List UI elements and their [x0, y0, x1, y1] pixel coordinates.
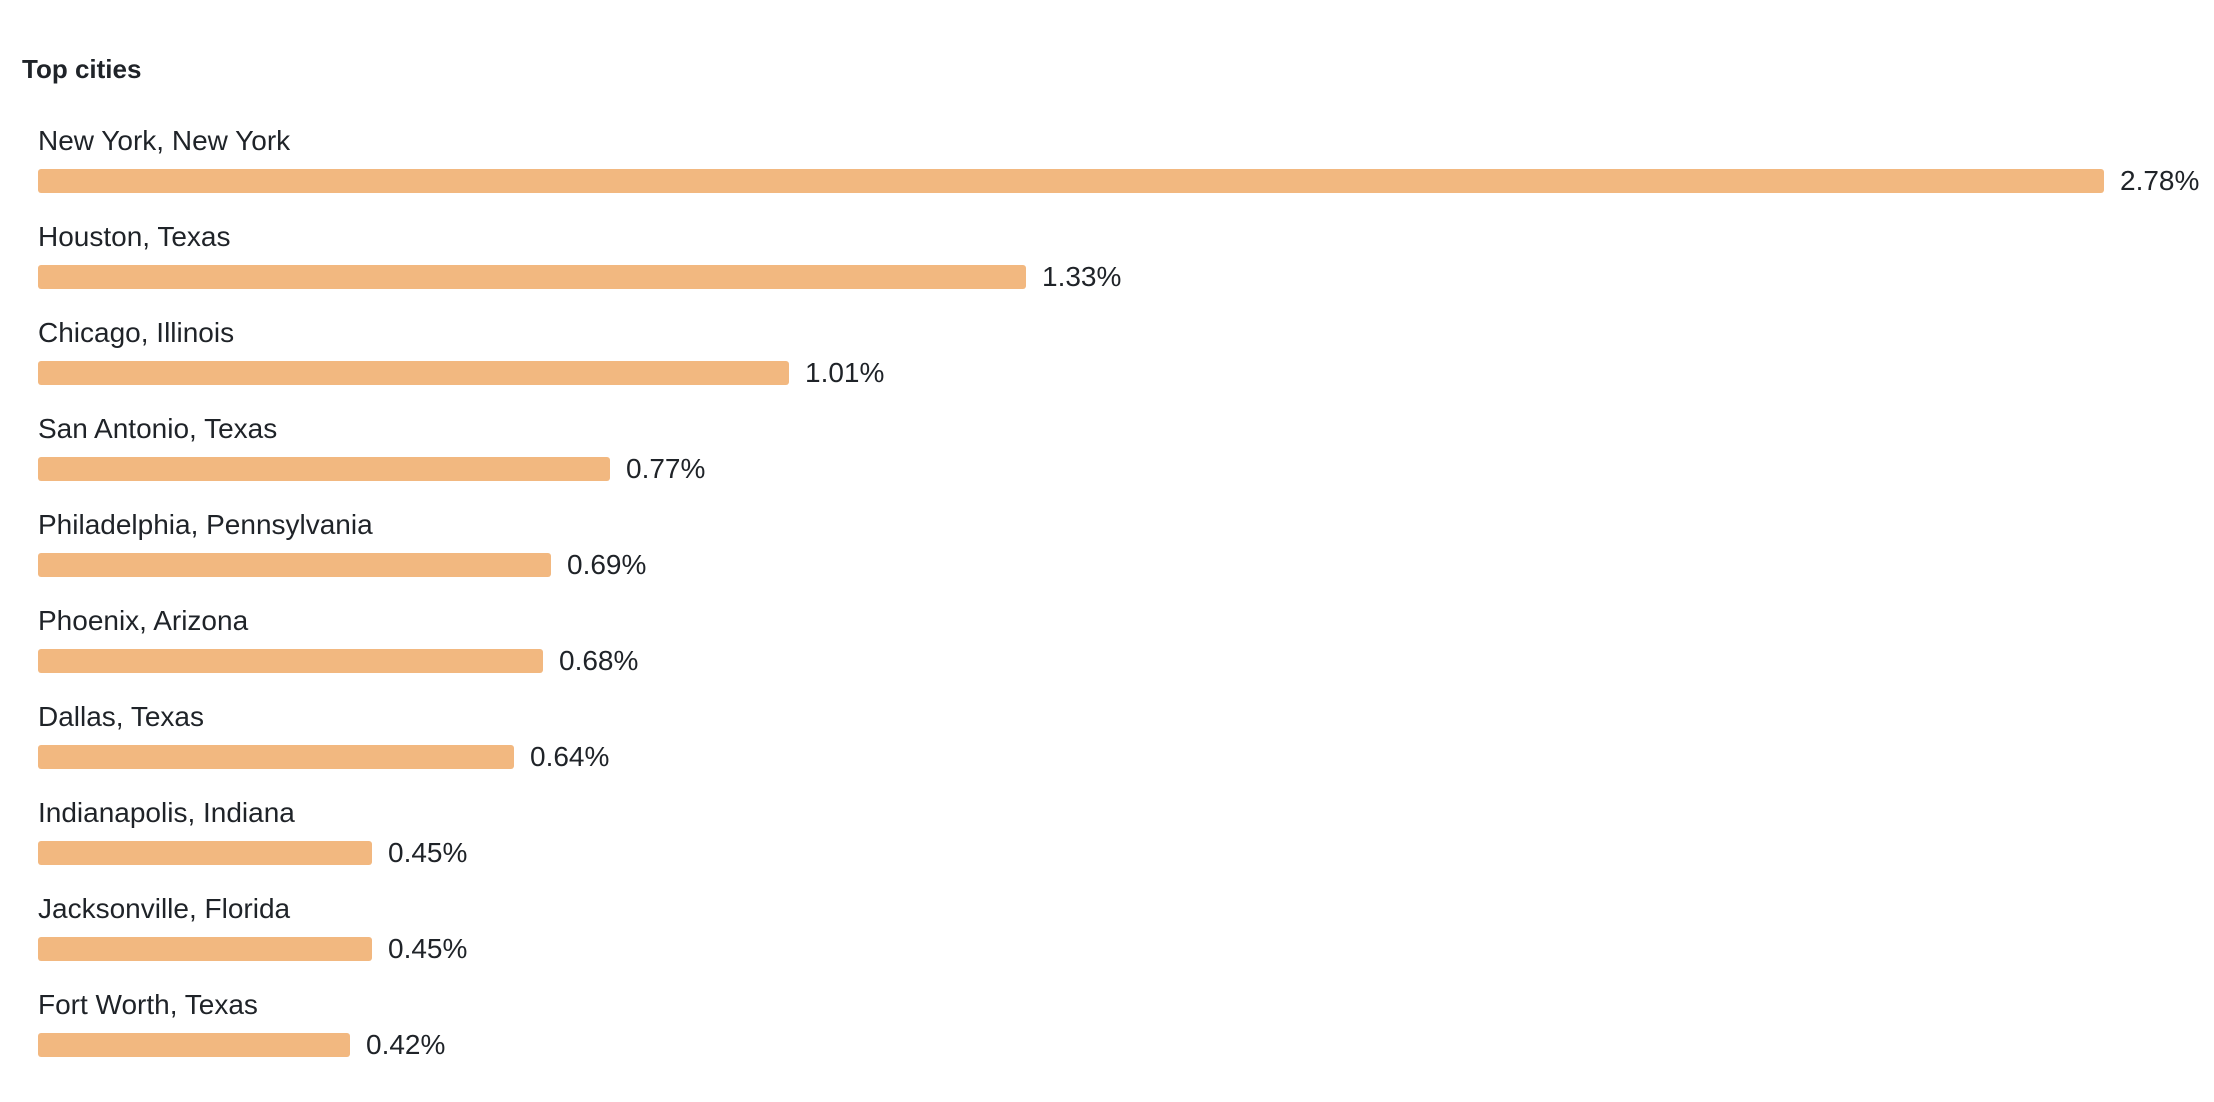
city-bar [38, 361, 789, 385]
bar-track: 0.77% [38, 453, 2208, 484]
city-row: Chicago, Illinois 1.01% [38, 316, 2208, 412]
city-label: Fort Worth, Texas [38, 989, 258, 1020]
city-bar [38, 745, 514, 769]
bar-value-label: 0.68% [559, 645, 639, 676]
bar-value-label: 0.45% [388, 837, 468, 868]
city-row: Philadelphia, Pennsylvania 0.69% [38, 508, 2208, 604]
city-label: New York, New York [38, 125, 291, 156]
bar-track: 1.01% [38, 357, 2208, 388]
city-label: San Antonio, Texas [38, 413, 278, 444]
city-row: Houston, Texas 1.33% [38, 220, 2208, 316]
city-row: San Antonio, Texas 0.77% [38, 412, 2208, 508]
bar-value-label: 0.77% [626, 453, 706, 484]
city-row: New York, New York 2.78% [38, 124, 2208, 220]
city-label: Phoenix, Arizona [38, 605, 249, 636]
city-row: Fort Worth, Texas 0.42% [38, 988, 2208, 1084]
city-row: Dallas, Texas 0.64% [38, 700, 2208, 796]
city-label: Dallas, Texas [38, 701, 205, 732]
bar-track: 0.68% [38, 645, 2208, 676]
city-bar [38, 265, 1026, 289]
city-bar [38, 553, 551, 577]
bar-value-label: 1.33% [1042, 261, 1122, 292]
city-label: Chicago, Illinois [38, 317, 235, 348]
bar-value-label: 0.42% [366, 1029, 446, 1060]
city-row: Indianapolis, Indiana 0.45% [38, 796, 2208, 892]
bar-track: 0.42% [38, 1029, 2208, 1060]
bar-value-label: 0.69% [567, 549, 647, 580]
city-label: Philadelphia, Pennsylvania [38, 509, 373, 540]
city-bar-list: New York, New York 2.78% Houston, Texas 1.3… [38, 124, 2208, 1084]
city-bar [38, 649, 543, 673]
bar-value-label: 1.01% [805, 357, 885, 388]
city-label: Jacksonville, Florida [38, 893, 291, 924]
bar-track: 0.64% [38, 741, 2208, 772]
city-row: Jacksonville, Florida 0.45% [38, 892, 2208, 988]
city-bar [38, 937, 372, 961]
bar-track: 2.78% [38, 165, 2208, 196]
bar-track: 0.45% [38, 837, 2208, 868]
city-bar [38, 1033, 350, 1057]
city-bar [38, 457, 610, 481]
bar-track: 0.45% [38, 933, 2208, 964]
bar-value-label: 0.45% [388, 933, 468, 964]
bar-value-label: 0.64% [530, 741, 610, 772]
chart-title: Top cities [22, 54, 142, 84]
city-bar [38, 841, 372, 865]
city-label: Indianapolis, Indiana [38, 797, 295, 828]
bar-value-label: 2.78% [2120, 165, 2200, 196]
bar-track: 0.69% [38, 549, 2208, 580]
city-label: Houston, Texas [38, 221, 231, 252]
bar-track: 1.33% [38, 261, 2208, 292]
city-bar [38, 169, 2104, 193]
city-row: Phoenix, Arizona 0.68% [38, 604, 2208, 700]
